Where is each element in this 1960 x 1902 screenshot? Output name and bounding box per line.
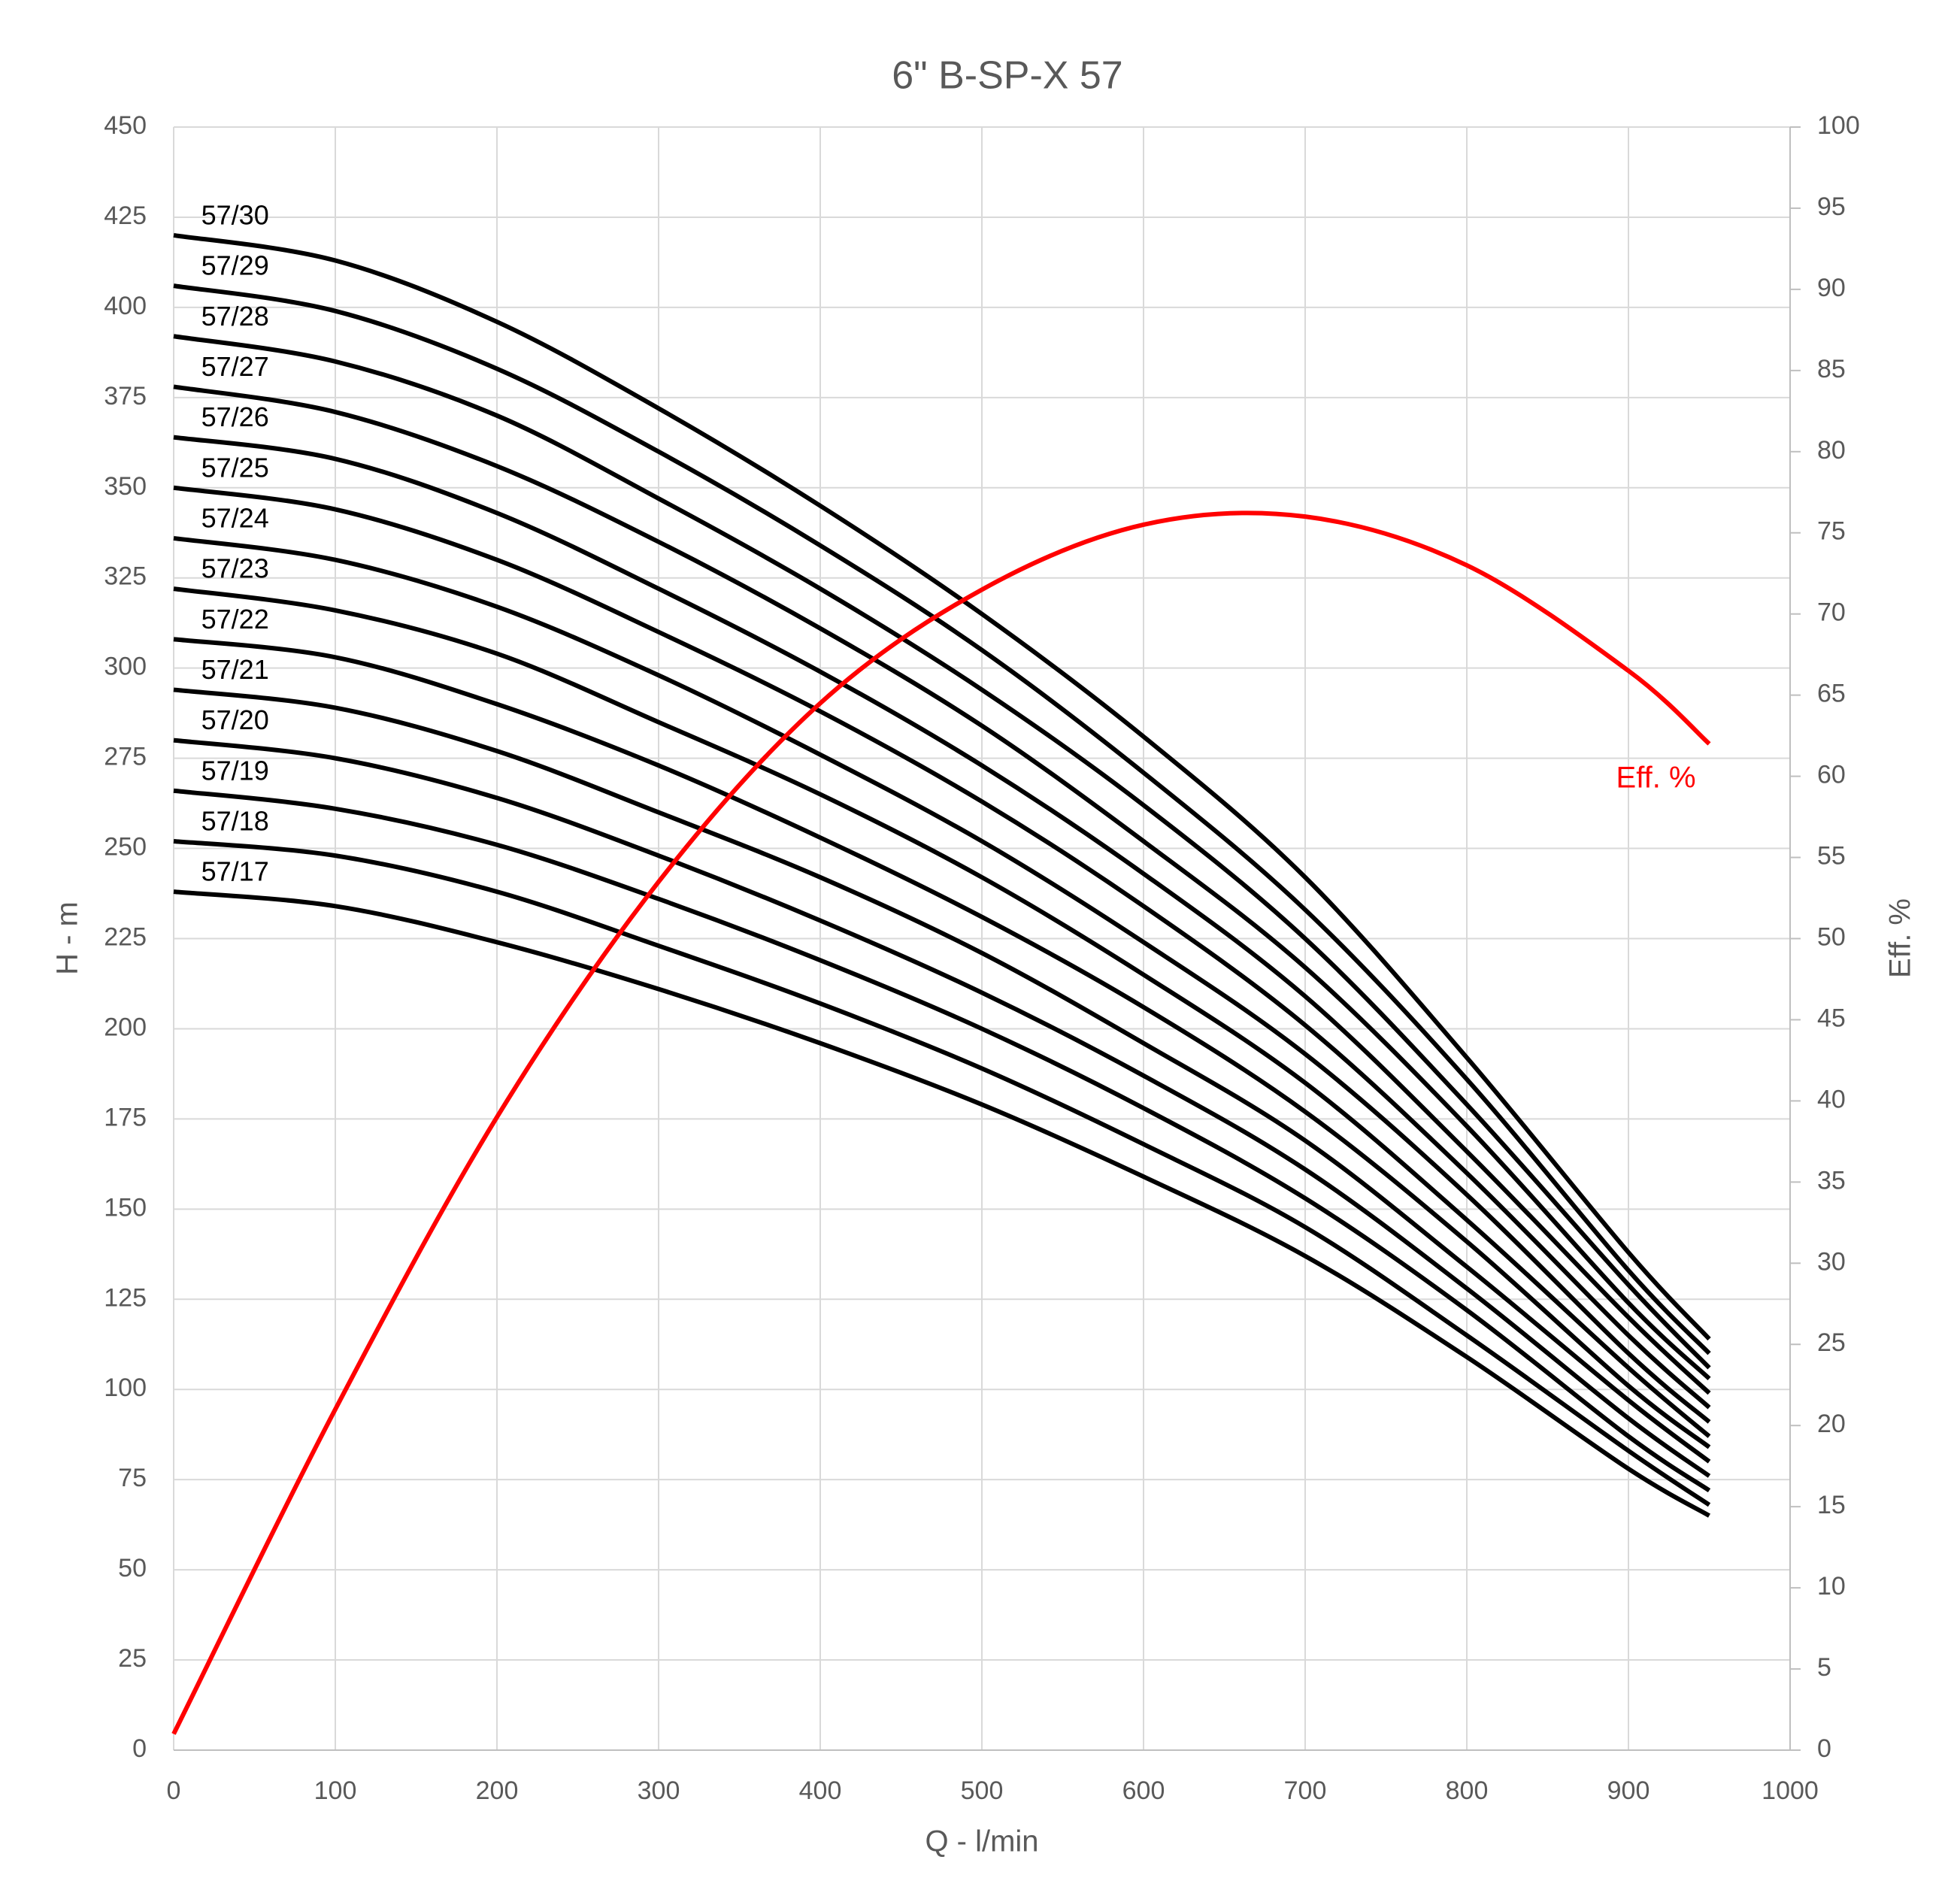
x-tick-label: 200 [476,1776,519,1805]
y2-tick-label: 55 [1817,842,1846,871]
x-tick-label: 600 [1122,1776,1165,1805]
y2-tick-label: 95 [1817,192,1846,221]
y-tick-label: 150 [104,1193,147,1222]
x-tick-label: 100 [314,1776,357,1805]
series-line [173,586,1711,1438]
series-label: 57/28 [201,301,269,332]
series-label: Eff. % [1616,761,1696,794]
x-tick-label: 300 [638,1776,680,1805]
series-line [173,435,1711,1395]
series-line [173,384,1711,1381]
series-line [173,485,1711,1410]
series-label: 57/25 [201,452,269,483]
y-tick-label: 0 [132,1734,147,1763]
y2-tick-label: 100 [1817,111,1860,140]
y2-tick-label: 20 [1817,1410,1846,1438]
series-label: 57/18 [201,805,269,836]
y2-tick-label: 30 [1817,1247,1846,1276]
y2-tick-label: 50 [1817,922,1846,951]
series-label: 57/27 [201,351,269,382]
series-label: 57/20 [201,704,269,735]
x-tick-label: 0 [167,1776,181,1805]
series-line [173,637,1711,1449]
y2-tick-label: 70 [1817,598,1846,627]
y-tick-label: 275 [104,743,147,771]
y2-tick-label: 75 [1817,517,1846,546]
series-label: 57/30 [201,199,269,230]
series-line [173,687,1711,1464]
y2-tick-label: 90 [1817,274,1846,302]
y-tick-label: 400 [104,292,147,320]
y-tick-label: 350 [104,472,147,501]
x-axis-title: Q - l/min [925,1825,1038,1858]
series-line [171,510,1711,1735]
y2-tick-label: 0 [1817,1734,1831,1763]
y2-tick-label: 25 [1817,1328,1846,1357]
y-tick-label: 100 [104,1373,147,1402]
y-tick-label: 50 [118,1554,147,1582]
y2-tick-label: 15 [1817,1491,1846,1519]
y2-tick-label: 40 [1817,1085,1846,1113]
y2-tick-label: 65 [1817,680,1846,708]
y2-tick-label: 85 [1817,355,1846,383]
x-tick-label: 1000 [1762,1776,1819,1805]
y2-axis-title: Eff. % [1884,898,1917,978]
series-label: 57/24 [201,502,269,533]
y-tick-label: 375 [104,382,147,410]
series-label: 57/17 [201,856,269,887]
y-tick-label: 425 [104,201,147,230]
series-label: 57/23 [201,553,269,584]
y2-tick-label: 35 [1817,1166,1846,1195]
y2-tick-label: 60 [1817,761,1846,789]
x-tick-label: 700 [1284,1776,1327,1805]
series-line [173,232,1711,1341]
series-label: 57/29 [201,250,269,281]
y-axis-title: H - m [51,901,84,975]
x-tick-label: 900 [1607,1776,1650,1805]
series-label: 57/22 [201,604,269,635]
y-tick-label: 25 [118,1644,147,1673]
y-tick-label: 125 [104,1283,147,1312]
y-tick-label: 325 [104,562,147,591]
series-line [173,889,1711,1518]
x-tick-label: 400 [799,1776,842,1805]
series-label: 57/21 [201,654,269,685]
y-tick-label: 250 [104,833,147,862]
y-tick-label: 75 [118,1464,147,1492]
series-label: 57/26 [201,401,269,432]
y2-tick-label: 5 [1817,1653,1831,1682]
y2-tick-label: 45 [1817,1004,1846,1032]
y-tick-label: 450 [104,111,147,140]
series-line [173,334,1711,1370]
y-tick-label: 175 [104,1103,147,1131]
y-tick-label: 300 [104,653,147,681]
x-tick-label: 800 [1446,1776,1489,1805]
series-line [173,788,1711,1493]
x-tick-label: 500 [961,1776,1004,1805]
y-tick-label: 200 [104,1013,147,1041]
series-line [173,283,1711,1355]
series-line [173,737,1711,1478]
chart-title: 6" B-SP-X 57 [892,54,1122,98]
series-line [173,535,1711,1424]
series-line [173,838,1711,1507]
series-label: 57/19 [201,755,269,786]
y2-tick-label: 80 [1817,436,1846,465]
y2-tick-label: 10 [1817,1572,1846,1601]
y-tick-label: 225 [104,922,147,951]
